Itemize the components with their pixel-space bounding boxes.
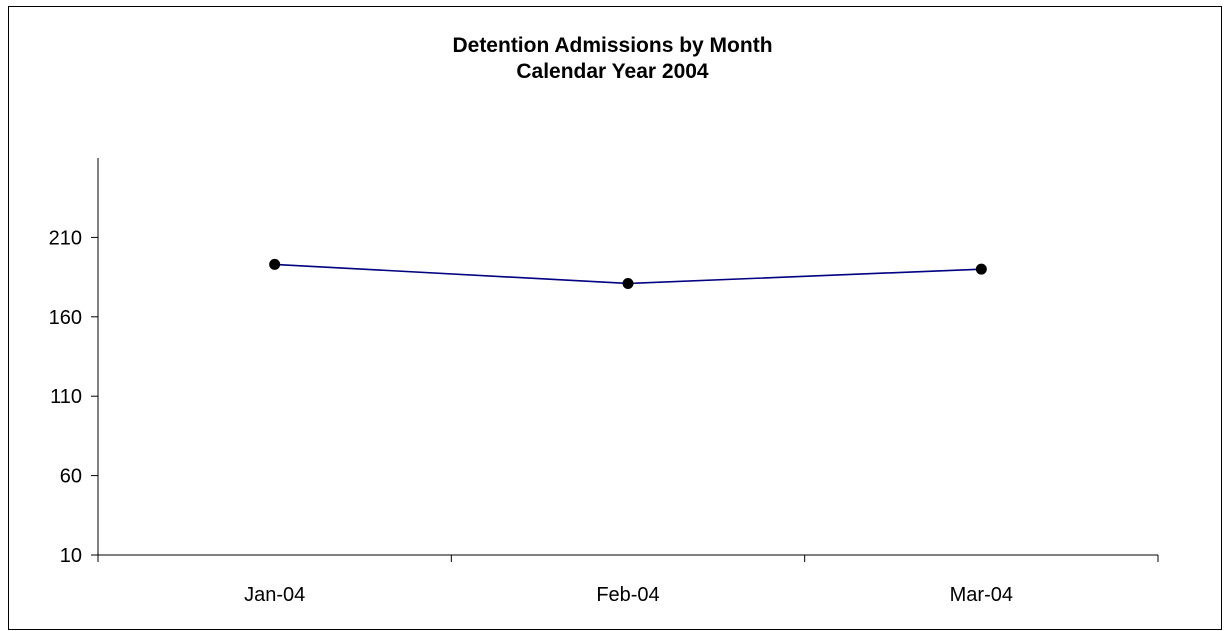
y-tick-label: 210 [49,227,82,249]
data-point [269,258,281,270]
chart-subtitle: Calendar Year 2004 [516,60,709,83]
data-point [975,263,987,275]
x-tick-label: Feb-04 [596,584,659,606]
chart-title: Detention Admissions by Month [452,34,773,57]
chart-frame [8,6,1222,630]
y-tick-label: 110 [50,386,82,408]
data-point [622,277,634,289]
y-tick-label: 10 [60,545,82,567]
x-tick-label: Mar-04 [950,584,1013,606]
y-tick-label: 160 [49,307,82,329]
y-tick-label: 60 [60,466,82,488]
x-tick-label: Jan-04 [244,584,305,606]
